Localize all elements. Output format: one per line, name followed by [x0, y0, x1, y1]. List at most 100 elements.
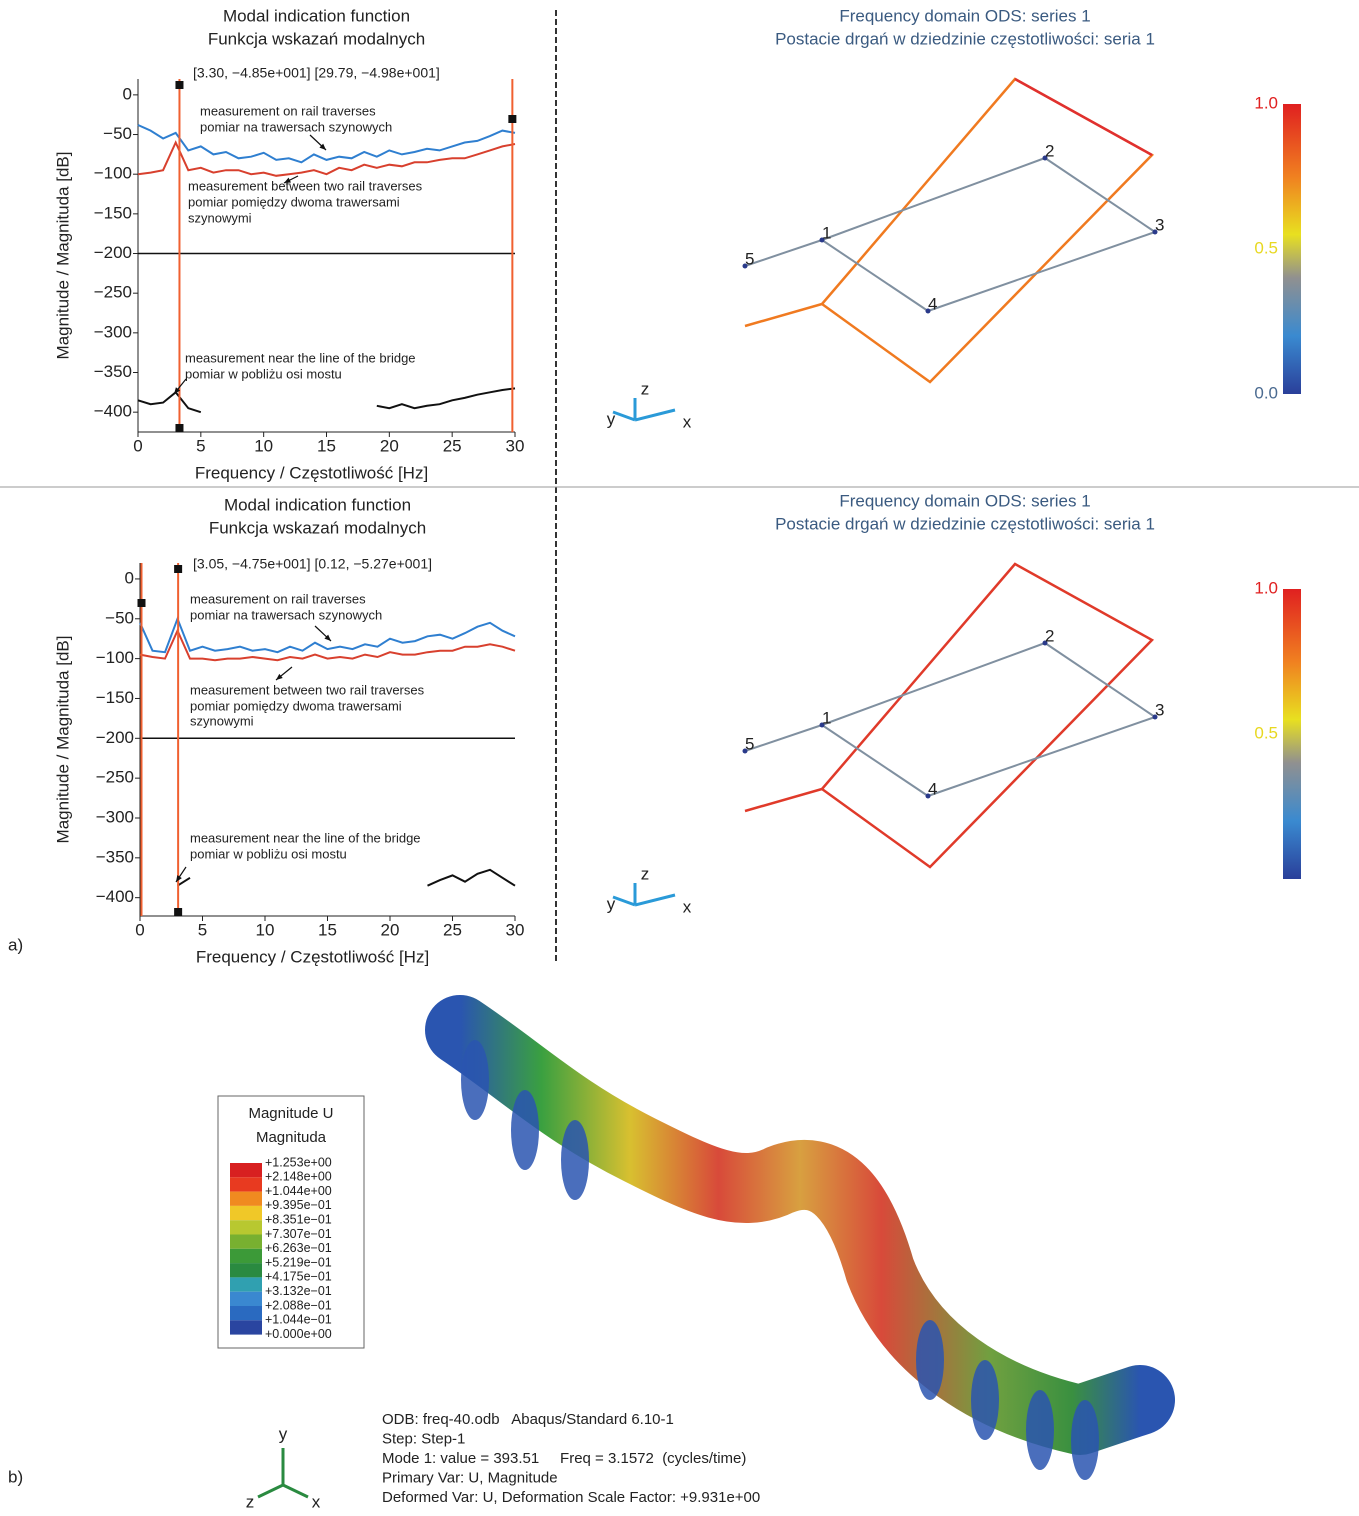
series-line	[176, 868, 516, 887]
x-axis-label: Frequency / Częstotliwość [Hz]	[196, 947, 429, 966]
chart-title: Modal indication function	[224, 495, 411, 514]
y-tick-label: −400	[94, 402, 132, 421]
node	[925, 793, 931, 799]
info-line: Step: Step-1	[382, 1430, 465, 1447]
arrow-head	[174, 387, 181, 394]
cursor-handle	[175, 81, 184, 89]
node-label: 4	[928, 779, 937, 798]
arrow-head	[284, 177, 291, 183]
info-line: Primary Var: U, Magnitude	[382, 1469, 558, 1486]
panel-label: b)	[8, 1467, 23, 1486]
annotation: pomiar na trawersach szynowych	[190, 607, 382, 622]
chart-title: Funkcja wskazań modalnych	[209, 518, 426, 537]
legend-level: +2.148e+00	[265, 1170, 332, 1184]
node	[819, 722, 825, 728]
triad-label: y	[607, 894, 616, 913]
axis-triad	[257, 1448, 309, 1499]
series-line	[139, 616, 516, 654]
legend-swatch	[230, 1234, 262, 1249]
x-tick-label: 15	[318, 920, 337, 939]
node-label: 4	[928, 294, 937, 313]
cursor-handle	[137, 599, 146, 607]
cursor-readout: [3.30, −4.85e+001] [29.79, −4.98e+001]	[193, 65, 440, 81]
legend-swatch	[230, 1163, 262, 1178]
legend-level: +9.395e−01	[265, 1198, 332, 1212]
mode-shape	[744, 77, 1155, 384]
structure-edge	[744, 239, 823, 267]
annotation: measurement on rail traverses	[190, 591, 366, 606]
mode-shape	[1014, 77, 1153, 157]
y-tick-label: −50	[105, 608, 134, 627]
pier	[511, 1090, 539, 1170]
triad-label: x	[683, 412, 692, 431]
y-tick-label: −200	[94, 243, 132, 262]
legend-swatch	[230, 1220, 262, 1235]
annotation: measurement near the line of the bridge	[190, 830, 421, 845]
node	[1152, 229, 1158, 235]
structure-edge	[1044, 642, 1156, 718]
annotation: pomiar na trawersach szynowych	[200, 119, 392, 134]
chart-title: Modal indication function	[223, 6, 410, 25]
legend-level: +4.175e−01	[265, 1270, 332, 1284]
triad-label: z	[641, 379, 650, 398]
colorbar	[1283, 104, 1301, 394]
triad-label: x	[683, 897, 692, 916]
x-tick-label: 10	[254, 436, 273, 455]
x-tick-label: 25	[443, 436, 462, 455]
colorbar-label: 0.5	[1254, 723, 1278, 742]
triad-label: z	[246, 1492, 255, 1511]
structure-edge	[821, 642, 1046, 726]
annotation: measurement on rail traverses	[200, 103, 376, 118]
mode-shape	[744, 562, 1155, 869]
y-tick-label: −100	[96, 648, 134, 667]
axis-triad	[612, 883, 676, 907]
legend-title: Magnitude U	[248, 1105, 333, 1122]
x-axis-label: Frequency / Częstotliwość [Hz]	[195, 463, 428, 482]
y-tick-label: −150	[96, 688, 134, 707]
annotation: pomiar w pobliżu osi mostu	[185, 366, 342, 381]
series-line	[137, 387, 516, 414]
annotation: szynowymi	[188, 210, 252, 225]
node-label: 3	[1155, 700, 1164, 719]
y-tick-label: −350	[94, 362, 132, 381]
pier	[561, 1120, 589, 1200]
annotation: pomiar pomiędzy dwoma trawersami	[190, 698, 402, 713]
pier	[1071, 1400, 1099, 1480]
ods-title: Postacie drgań w dziedzinie częstotliwoś…	[775, 514, 1155, 533]
node	[1042, 640, 1048, 646]
triad-label: y	[607, 409, 616, 428]
y-tick-label: −250	[94, 283, 132, 302]
arrow-head	[319, 143, 326, 150]
triad-label: x	[312, 1492, 321, 1511]
structure-edge	[744, 724, 823, 752]
y-tick-label: −150	[94, 203, 132, 222]
cursor-handle	[175, 424, 184, 432]
pier	[461, 1040, 489, 1120]
y-tick-label: −350	[96, 847, 134, 866]
arrow-head	[324, 634, 331, 641]
node-label: 5	[745, 734, 754, 753]
x-tick-label: 15	[317, 436, 336, 455]
structure-edge	[1044, 157, 1156, 233]
legend-swatch	[230, 1205, 262, 1221]
info-line: Mode 1: value = 393.51 Freq = 3.1572 (cy…	[382, 1450, 746, 1467]
node	[925, 308, 931, 314]
annotation: measurement between two rail traverses	[188, 178, 423, 193]
legend-swatch	[230, 1277, 262, 1292]
ods-title: Postacie drgań w dziedzinie częstotliwoś…	[775, 29, 1155, 48]
cursor-handle	[174, 565, 183, 573]
legend-swatch	[230, 1320, 262, 1335]
node	[742, 263, 748, 269]
arrow-head	[276, 673, 283, 680]
x-tick-label: 10	[256, 920, 275, 939]
legend-level: +8.351e−01	[265, 1212, 332, 1226]
structure-edge	[821, 724, 929, 797]
x-tick-label: 5	[196, 436, 205, 455]
node-label: 5	[745, 249, 754, 268]
colorbar-label: 1.0	[1254, 578, 1278, 597]
x-tick-label: 30	[506, 920, 525, 939]
annotation: measurement between two rail traverses	[190, 682, 425, 697]
x-tick-label: 25	[443, 920, 462, 939]
legend-level: +7.307e−01	[265, 1227, 332, 1241]
